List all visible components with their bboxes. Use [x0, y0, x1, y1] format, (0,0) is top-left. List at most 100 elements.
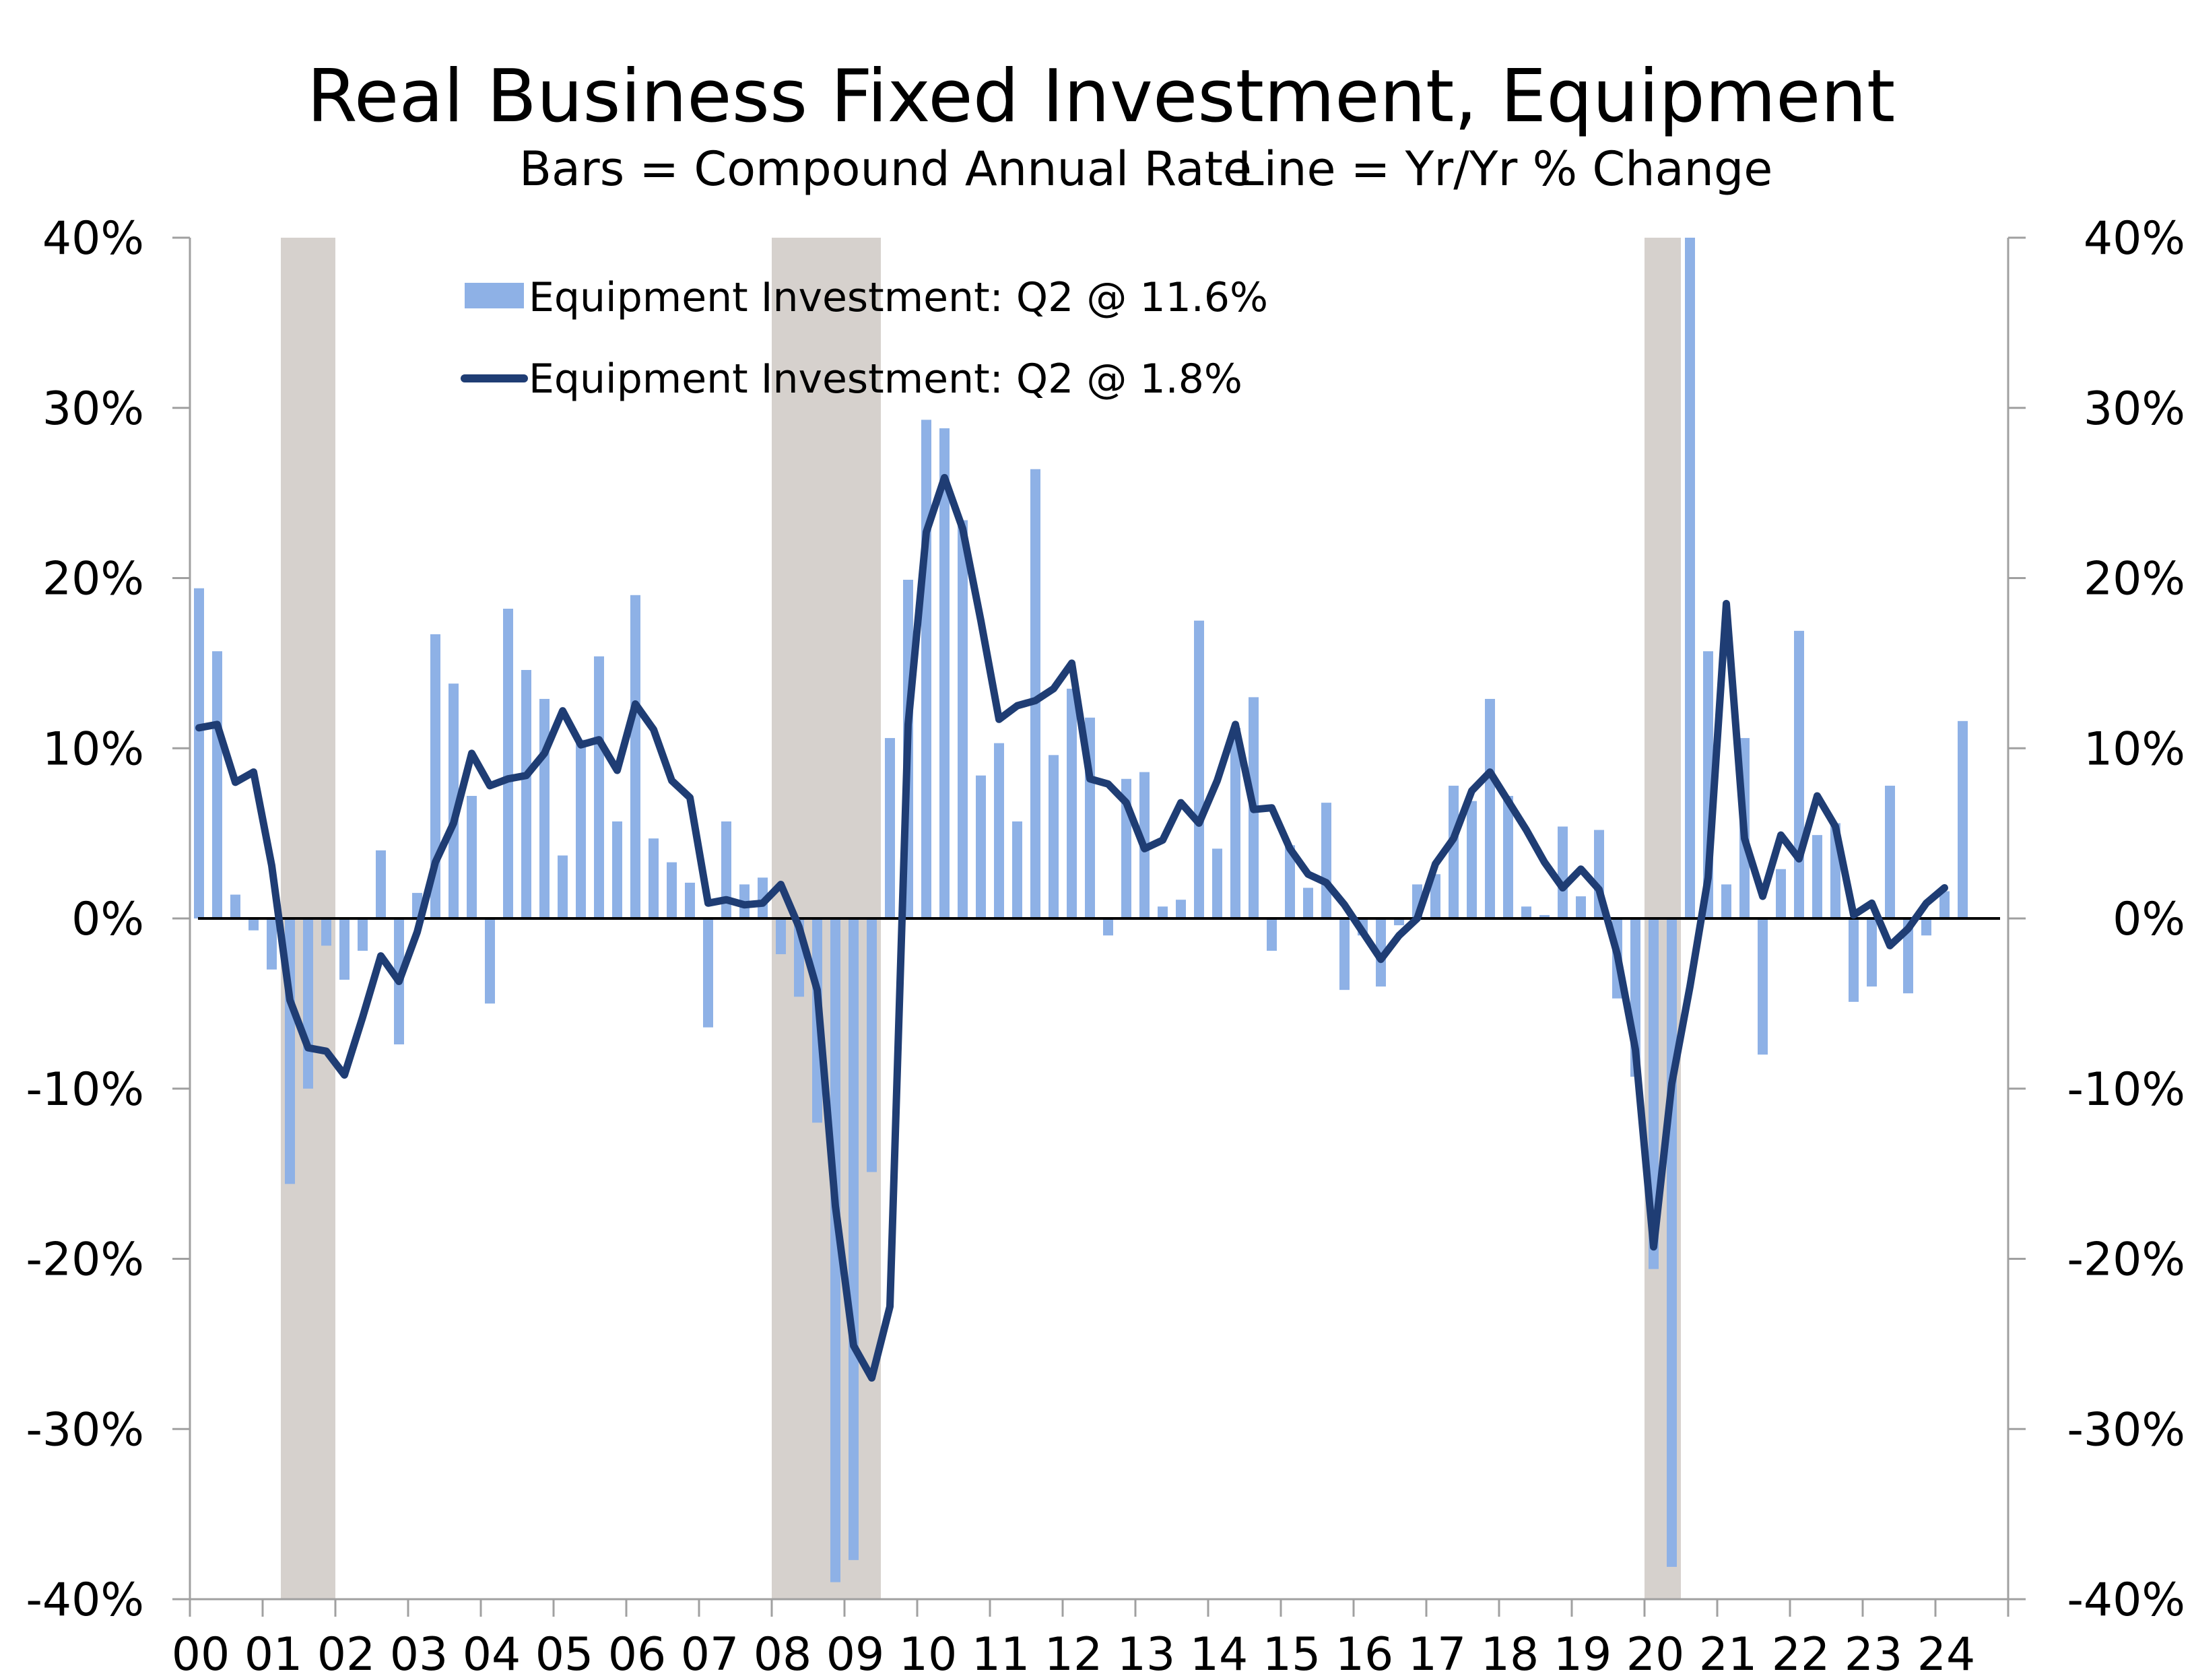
bar — [685, 882, 695, 918]
x-tick-label: 12 — [1044, 1628, 1103, 1680]
bar — [1685, 238, 1695, 918]
x-tick-label: 13 — [1117, 1628, 1176, 1680]
bar — [1049, 755, 1059, 918]
bar — [958, 520, 968, 918]
x-tick-label: 01 — [244, 1628, 303, 1680]
bar — [1558, 826, 1568, 918]
bar — [1012, 821, 1022, 918]
bar — [449, 683, 459, 918]
bar — [1867, 918, 1877, 987]
bar — [485, 918, 495, 1004]
x-tick-label: 23 — [1845, 1628, 1903, 1680]
yoy-line — [195, 473, 1948, 1382]
bar — [921, 419, 931, 918]
bar — [1849, 918, 1859, 1002]
bar — [1503, 796, 1513, 918]
bar — [212, 651, 222, 918]
bar — [467, 796, 477, 918]
bar — [1230, 727, 1240, 918]
bar — [558, 855, 568, 918]
chart-title: Real Business Fixed Investment, Equipmen… — [307, 55, 1896, 139]
x-tick-label: 08 — [754, 1628, 812, 1680]
chart-subtitle-bars: Bars = Compound Annual Rate — [519, 141, 1252, 197]
bar — [1776, 869, 1786, 918]
bar — [721, 821, 731, 918]
y-tick-label-left: 20% — [42, 553, 144, 606]
x-tick-label: 16 — [1335, 1628, 1394, 1680]
x-tick-label: 09 — [826, 1628, 885, 1680]
bar — [939, 428, 950, 918]
bar — [376, 850, 386, 918]
bar — [612, 821, 622, 918]
bar — [1958, 720, 1968, 918]
bar — [976, 775, 986, 918]
legend-line-label: Equipment Investment: Q2 @ 1.8% — [529, 356, 1242, 403]
x-tick-label: 18 — [1481, 1628, 1539, 1680]
bar — [1885, 785, 1895, 918]
bar — [830, 918, 840, 1582]
y-tick-label-left: 10% — [42, 723, 144, 776]
y-tick-labels-left: -40% -30% -20% -10% 0% 10% 20% 30% 40% — [26, 212, 144, 1627]
y-tick-label-right: -20% — [2067, 1234, 2185, 1287]
bar — [1721, 884, 1731, 918]
bar — [230, 894, 240, 918]
bar — [1921, 918, 1931, 936]
x-tick-label: 05 — [535, 1628, 594, 1680]
bar — [248, 918, 259, 931]
y-tick-label-left: 40% — [42, 212, 144, 265]
x-tick-label: 00 — [172, 1628, 230, 1680]
bar — [503, 608, 513, 918]
bar — [1449, 785, 1459, 918]
y-tick-label-right: -10% — [2067, 1063, 2185, 1116]
y-tick-label-left: -10% — [26, 1063, 144, 1116]
y-tick-label-right: -40% — [2067, 1574, 2185, 1627]
bar — [1903, 918, 1913, 994]
chart-subtitle-line: Line = Yr/Yr % Change — [1238, 141, 1773, 197]
bar — [1467, 801, 1477, 918]
bar — [1794, 630, 1804, 918]
bar — [1939, 891, 1950, 918]
bar — [994, 743, 1004, 918]
bar — [1067, 688, 1077, 918]
bar — [1394, 918, 1404, 926]
bar — [1758, 918, 1768, 1055]
bar — [649, 838, 659, 918]
bar — [339, 918, 350, 980]
x-tick-label: 14 — [1190, 1628, 1249, 1680]
bar — [667, 862, 677, 918]
bar — [1667, 918, 1677, 1567]
bar — [1430, 874, 1440, 918]
bar — [849, 918, 859, 1560]
x-tick-label: 07 — [681, 1628, 739, 1680]
bar — [1212, 848, 1222, 918]
y-tick-label-right: 0% — [2113, 893, 2185, 946]
x-tick-label: 17 — [1408, 1628, 1467, 1680]
x-tick-label: 20 — [1626, 1628, 1685, 1680]
y-tick-labels-right: -40% -30% -20% -10% 0% 10% 20% 30% 40% — [2067, 212, 2185, 1627]
legend-bar-swatch — [465, 283, 524, 308]
bar — [630, 595, 640, 918]
x-tick-label: 22 — [1772, 1628, 1830, 1680]
y-tick-label-left: 30% — [42, 382, 144, 436]
bar — [885, 738, 895, 918]
bar — [1103, 918, 1113, 936]
x-tick-labels: 00 01 02 03 04 05 06 07 08 09 10 11 12 13 14 15 16 17 18 19… — [172, 1628, 1976, 1680]
y-tick-label-right: -30% — [2067, 1403, 2185, 1456]
bar — [594, 656, 604, 918]
bar — [1812, 835, 1822, 918]
x-tick-label: 24 — [1917, 1628, 1976, 1680]
bar — [1176, 900, 1186, 918]
bar — [430, 634, 440, 918]
y-tick-label-left: 0% — [71, 893, 144, 946]
bar — [1158, 906, 1168, 918]
bar — [1376, 918, 1386, 987]
bar — [703, 918, 713, 1028]
x-tick-label: 03 — [390, 1628, 449, 1680]
x-tick-label: 04 — [463, 1628, 521, 1680]
y-tick-label-right: 10% — [2084, 723, 2185, 776]
bar — [194, 588, 204, 918]
y-tick-label-right: 20% — [2084, 553, 2185, 606]
bar — [1485, 698, 1495, 918]
x-tick-label: 06 — [608, 1628, 667, 1680]
